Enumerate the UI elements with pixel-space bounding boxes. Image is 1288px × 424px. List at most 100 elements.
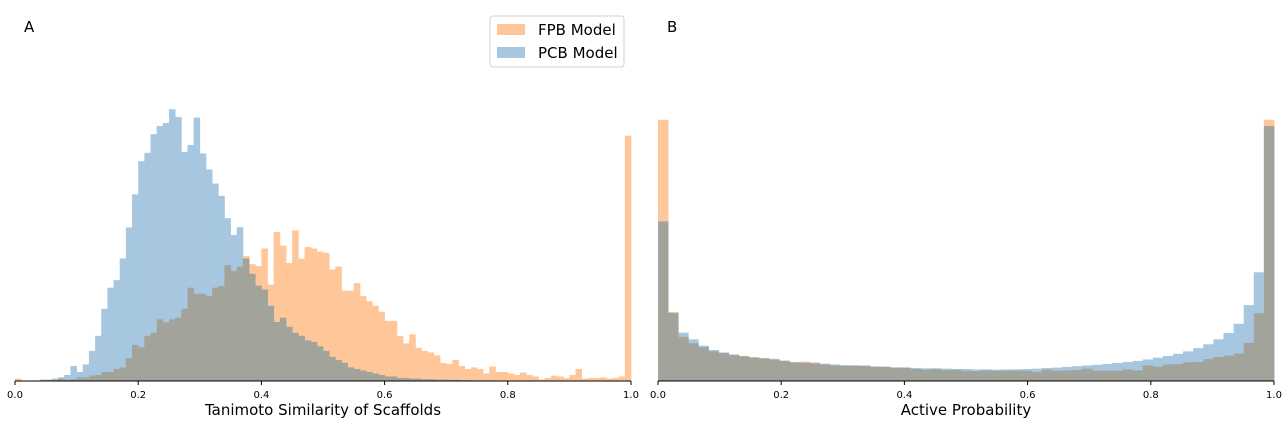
panel-b-overlap-bar [1031,371,1043,381]
panel-a-overlap-bar [193,293,201,381]
panel-a-fpb-bar [544,377,552,381]
panel-a-overlap-bar [403,377,410,381]
panel-b-pcb-bars [658,126,1275,381]
panel-b-overlap-bar [1162,364,1174,381]
panel-a-pcb-bar [113,280,121,381]
panel-a-overlap-bar [286,326,293,381]
panel-a-overlap-bar [107,371,114,381]
panel-a-pcb-bar [162,123,170,381]
panel-a-x-tick-label: 0.0 [7,390,23,401]
panel-b-x-tick-label: 0.0 [650,390,666,401]
panel-b-overlap-bar [920,369,932,381]
panel-a-fpb-bar [594,377,601,381]
panel-b-overlap-bar [829,365,841,381]
panel-a-fpb-bar [286,263,293,381]
panel-a-pcb-bar [51,378,59,381]
panel-a-overlap-bar [335,359,342,381]
panel-a-pcb-bar [107,287,114,381]
panel-a-pcb-bar [88,350,96,381]
panel-a-fpb-bar [323,252,330,381]
panel-a-overlap-bar [181,308,188,381]
panel-b-overlap-bar [1213,357,1224,381]
panel-a-fpb-bar [446,363,453,381]
panel-a-pcb-bar [193,117,201,382]
panel-a-fpb-bar [415,347,422,381]
panel-a-overlap-bar [316,346,324,381]
panel-b-pcb-bar [1233,323,1245,381]
panel-a-pcb-bar [156,126,164,381]
panel-a-overlap-bar [433,379,441,381]
panel-a-overlap-bar [446,379,453,381]
panel-a-fpb-bar [335,266,342,381]
panel-b-overlap-bar [880,366,891,381]
panel-a-pcb-bar [138,161,145,381]
panel-b-overlap-bar [1253,313,1265,381]
panel-a-pcb-bar [95,335,102,381]
panel-b-overlap-bar [809,363,820,381]
panel-a-fpb-bar [15,378,22,381]
panel-b-x-tick-label: 0.8 [1143,390,1159,401]
panel-b-overlap-bar [1082,368,1093,381]
panel-a-fpb-bar [618,376,626,381]
panel-a-overlap-bar [76,377,84,381]
panel-a-fpb-bar [372,305,379,381]
panel-a-x-tick-label: 0.6 [377,390,393,401]
panel-a-fpb-bar [612,377,620,381]
panel-b-overlap-bar [839,365,851,381]
panel-a-overlap-bar [292,332,299,381]
panel-b-overlap-bar [668,312,679,381]
panel-a-fpb-bar [495,371,502,381]
panel-b-overlap-bar [1243,342,1255,381]
panel-a-x-tick-label: 0.4 [253,390,269,401]
panel-a-fpb-bar [329,269,336,381]
panel-a-fpb-bar [378,311,385,381]
panel-a-fpb-bar [427,352,435,381]
panel-b-overlap-bar [1021,370,1032,381]
legend-swatch-pcb [497,47,525,58]
panel-b-x-tick-label: 0.4 [896,390,912,401]
panel-a-pcb-bar [82,364,90,381]
panel-a-fpb-bar [304,247,312,381]
panel-b-overlap-bar [971,371,982,381]
panel-b-overlap-bar [688,343,699,381]
panel-a-overlap-bar [119,367,127,381]
panel-b-overlap-bar [1233,353,1245,381]
panel-a-fpb-bar [483,373,490,381]
panel-a-overlap-bar [88,375,96,381]
panel-a-overlap-bar [341,362,348,381]
panel-a-overlap-bar [440,379,447,381]
panel-a-fpb-bar [279,245,287,381]
panel-b-overlap-bar [1173,364,1184,381]
panel-a-fpb-bar [477,368,484,381]
panel-a-fpb-bar [550,375,558,381]
panel-b-x-tick-label: 0.2 [773,390,789,401]
panel-a-fpb-bar [273,232,281,381]
legend: FPB Model PCB Model [489,15,625,68]
panel-b-overlap-bar [991,370,1002,381]
panel-b-overlap-bar [1223,355,1234,381]
panel-b-overlap-bar [1183,362,1194,381]
panel-a-fpb-bar [292,230,299,381]
panel-b-overlap-bar [1142,365,1154,381]
panel-a-x-tick-label: 0.8 [500,390,516,401]
panel-b-overlap-bar [1263,126,1275,381]
panel-a-overlap-bar [132,344,139,381]
panel-a-overlap-bar [261,289,268,381]
panel-b-overlap-bar [930,369,942,381]
panel-a-pcb-bar [212,183,219,381]
panel-a-fpb-bar [581,378,589,381]
panel-b-overlap-bar [789,362,800,381]
panel-a-overlap-bar [125,358,133,381]
panel-a-overlap-bar [82,377,90,381]
panel-b-overlap-bar [1102,370,1113,381]
panel-a-overlap-bar [304,340,312,381]
panel-b-overlap-bar [769,359,780,381]
panel-b-overlap-bar [1051,370,1063,381]
panel-b-overlap-bar [718,353,730,381]
panel-a-overlap-bar [384,376,392,381]
panel-a-x-tick-label: 1.0 [623,390,639,401]
panel-a-overlap-bar [224,265,231,381]
panel-b: B 0.0 0.2 0.4 0.6 0.8 1.0 Active Probability [650,18,1282,419]
panel-b-x-ticks: 0.0 0.2 0.4 0.6 0.8 1.0 [650,381,1282,401]
panel-a-fpb-bar [366,301,373,381]
